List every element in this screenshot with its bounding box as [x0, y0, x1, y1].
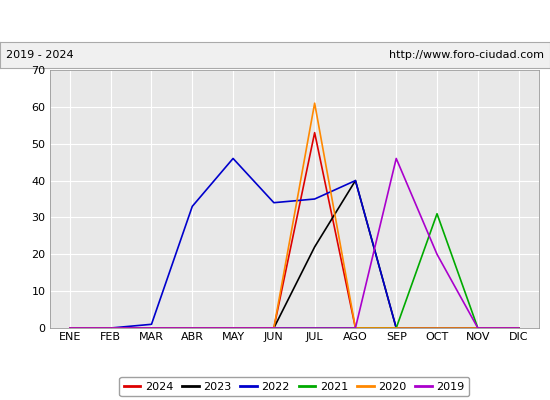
Text: 2019 - 2024: 2019 - 2024	[6, 50, 73, 60]
Text: http://www.foro-ciudad.com: http://www.foro-ciudad.com	[389, 50, 544, 60]
Text: Evolucion Nº Turistas Extranjeros en el municipio de Riofrío: Evolucion Nº Turistas Extranjeros en el …	[42, 14, 508, 28]
Legend: 2024, 2023, 2022, 2021, 2020, 2019: 2024, 2023, 2022, 2021, 2020, 2019	[119, 377, 469, 396]
